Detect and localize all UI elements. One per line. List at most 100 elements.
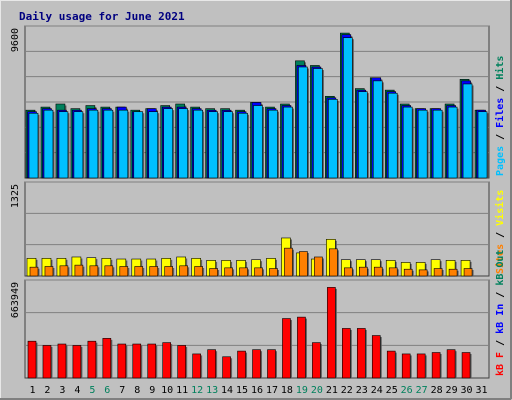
bar-sites-day-20 <box>314 256 323 277</box>
bar-sites-day-12 <box>194 266 203 277</box>
legend-label: / <box>495 128 506 146</box>
bar-kb-f-day-28 <box>431 352 441 379</box>
x-tick-label-30: 30 <box>461 385 473 396</box>
legend-label: Sites <box>494 244 506 274</box>
x-tick-label-16: 16 <box>251 385 263 396</box>
bar-sites-day-4 <box>74 264 84 277</box>
x-tick-label-2: 2 <box>44 385 50 396</box>
x-tick-label-5: 5 <box>89 385 95 396</box>
bar-pages-day-2 <box>43 109 54 179</box>
x-tick-label-7: 7 <box>119 385 125 396</box>
legend-label: kB F <box>495 352 506 376</box>
bar-kb-f-day-9 <box>147 343 157 379</box>
bar-kb-f-day-19 <box>297 316 306 379</box>
bar-sites-day-23 <box>358 266 368 277</box>
bar-pages-day-16 <box>253 105 263 179</box>
panel-hits: 9600 Pages / Files / Hits <box>10 25 506 179</box>
bar-kb-f-day-2 <box>42 345 52 379</box>
bar-sites-day-15 <box>239 267 248 277</box>
legend-visits: Sites / Visits <box>494 190 506 274</box>
bar-pages-day-12 <box>193 109 203 179</box>
x-tick-label-31: 31 <box>475 385 487 396</box>
x-tick-label-26: 26 <box>401 385 413 396</box>
x-tick-label-22: 22 <box>341 385 353 396</box>
bar-pages-day-13 <box>208 111 218 179</box>
bar-sites-day-7 <box>119 266 129 277</box>
bar-sites-day-10 <box>164 266 174 277</box>
bar-pages-day-8 <box>133 111 144 179</box>
bar-pages-day-14 <box>223 111 233 179</box>
panel-visits: 1325 Sites / Visits <box>10 181 506 277</box>
legend-label: kB In <box>495 304 506 334</box>
x-tick-label-13: 13 <box>206 385 218 396</box>
bar-kb-f-day-10 <box>162 342 172 379</box>
x-tick-label-27: 27 <box>416 385 428 396</box>
bar-kb-f-day-24 <box>371 335 381 379</box>
x-tick-label-4: 4 <box>74 385 80 396</box>
bar-sites-day-17 <box>269 268 278 277</box>
x-tick-label-1: 1 <box>29 385 35 396</box>
legend-label: / <box>495 226 506 244</box>
bar-sites-day-29 <box>448 268 458 277</box>
bar-sites-day-22 <box>344 267 353 277</box>
bar-pages-day-29 <box>447 106 458 179</box>
bar-sites-day-16 <box>254 267 263 277</box>
x-tick-label-6: 6 <box>104 385 110 396</box>
bar-pages-day-5 <box>88 109 99 179</box>
bar-sites-day-6 <box>104 265 114 277</box>
bar-kb-f-day-15 <box>237 350 246 379</box>
bar-sites-day-21 <box>329 248 338 277</box>
x-tick-label-14: 14 <box>221 385 233 396</box>
chart-title: Daily usage for June 2021 <box>19 10 185 23</box>
bar-pages-day-1 <box>28 112 39 179</box>
bar-kb-f-day-11 <box>177 345 186 379</box>
bar-kb-f-day-26 <box>401 353 411 379</box>
bar-pages-day-20 <box>313 68 323 179</box>
bar-kb-f-day-25 <box>386 350 396 379</box>
legend-kbytes: kB F / kB In / kB Out <box>495 250 506 376</box>
bar-sites-day-25 <box>388 267 398 277</box>
bar-kb-f-day-17 <box>267 349 276 379</box>
chart-panels: 9600 Pages / Files / Hits 1325 Sites / Visi… <box>10 25 506 379</box>
bar-kb-f-day-23 <box>356 328 366 379</box>
x-tick-label-28: 28 <box>431 385 443 396</box>
x-tick-label-3: 3 <box>59 385 65 396</box>
bar-pages-day-7 <box>118 109 129 179</box>
bar-kb-f-day-4 <box>72 345 82 379</box>
x-tick-label-21: 21 <box>326 385 338 396</box>
bar-sites-day-8 <box>134 266 144 277</box>
bar-pages-day-21 <box>328 99 338 179</box>
bar-kb-f-day-16 <box>252 349 261 379</box>
legend-label: / <box>495 80 506 98</box>
x-tick-label-19: 19 <box>296 385 308 396</box>
x-tick-label-20: 20 <box>311 385 323 396</box>
x-tick-label-17: 17 <box>266 385 278 396</box>
bar-pages-day-15 <box>238 112 248 179</box>
bar-kb-f-day-3 <box>57 343 67 379</box>
x-tick-label-18: 18 <box>281 385 293 396</box>
bar-sites-day-11 <box>179 265 188 277</box>
bar-pages-day-28 <box>432 109 443 179</box>
bar-kb-f-day-27 <box>416 353 426 379</box>
bar-sites-day-18 <box>284 247 293 277</box>
x-tick-label-9: 9 <box>149 385 155 396</box>
x-tick-label-8: 8 <box>134 385 140 396</box>
legend-label: kB Out <box>495 250 506 286</box>
bar-kb-f-day-21 <box>327 287 336 379</box>
bar-kb-f-day-18 <box>282 318 291 379</box>
x-axis-labels: 1 2 3 4 5 6 7 8 9 10 11 12 13 14 15 16 17 18 19 20 21 22 23 24 2… <box>29 385 487 396</box>
bar-pages-day-30 <box>462 83 473 179</box>
bar-kb-f-day-8 <box>132 343 142 379</box>
x-tick-label-29: 29 <box>446 385 458 396</box>
bar-kb-f-day-30 <box>461 352 471 379</box>
y-max-label-kbytes: 663949 <box>10 282 21 318</box>
bar-pages-day-27 <box>417 109 428 179</box>
bar-sites-day-2 <box>44 266 54 277</box>
bar-pages-day-25 <box>387 92 398 179</box>
legend-label: Pages <box>495 146 506 176</box>
bar-pages-day-6 <box>103 109 114 179</box>
panel-kbytes: 663949 kB F / kB In / kB Out <box>10 250 506 379</box>
bar-pages-day-11 <box>178 108 188 179</box>
bar-sites-day-5 <box>89 265 99 277</box>
